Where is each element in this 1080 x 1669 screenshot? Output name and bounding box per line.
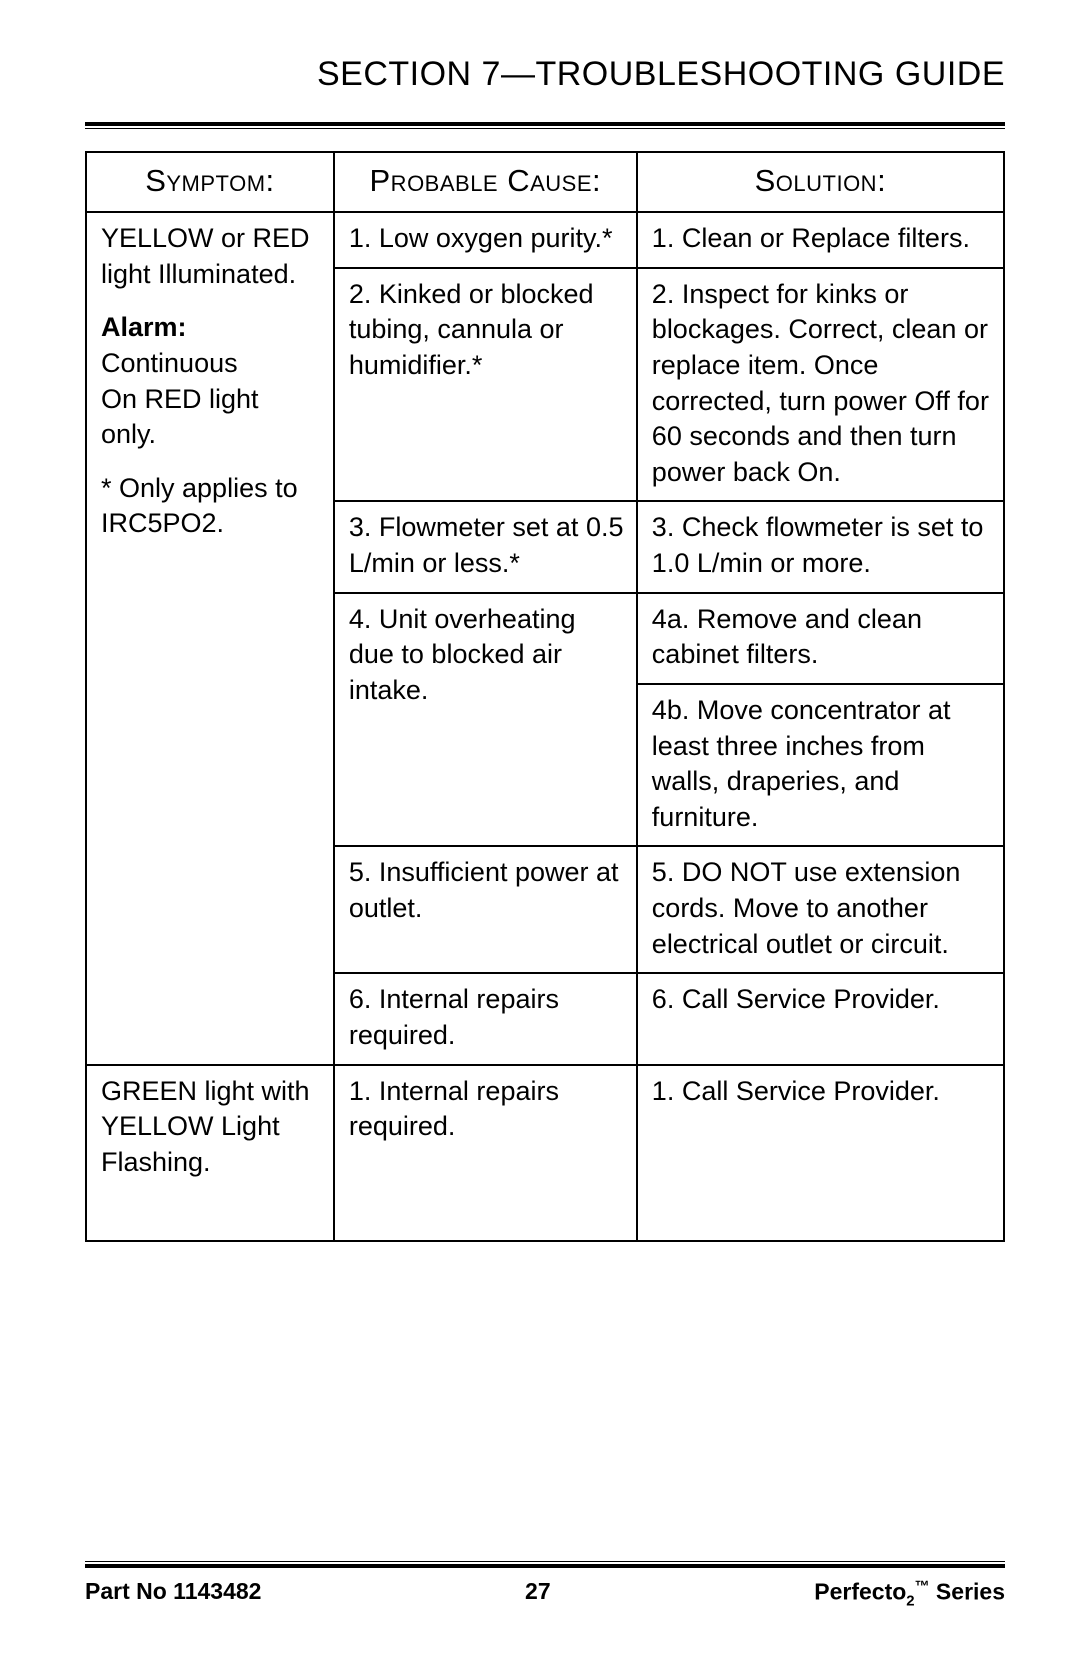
header-rule-thick: [85, 122, 1005, 126]
table-row: GREEN light with YELLOW Light Flashing. …: [86, 1065, 1004, 1242]
cell-cause: 6. Internal repairs required.: [334, 973, 637, 1064]
footer-rule-thin: [85, 1561, 1005, 1562]
alarm-text-2: On RED light only.: [101, 384, 259, 450]
cell-solution: 1. Clean or Replace filters.: [637, 212, 1004, 268]
cell-solution: 6. Call Service Provider.: [637, 973, 1004, 1064]
cell-cause: 5. Insufficient power at outlet.: [334, 846, 637, 973]
symptom-note: * Only applies to IRC5PO2.: [101, 471, 321, 542]
cell-cause: 1. Internal repairs required.: [334, 1065, 637, 1242]
cell-cause: 3. Flowmeter set at 0.5 L/min or less.*: [334, 501, 637, 592]
cell-solution: 4b. Move concentrator at least three inc…: [637, 684, 1004, 847]
cell-symptom-1: YELLOW or RED light Illuminated. Alarm: …: [86, 212, 334, 1065]
table-row: YELLOW or RED light Illuminated. Alarm: …: [86, 212, 1004, 268]
cell-cause: 2. Kinked or blocked tubing, cannula or …: [334, 268, 637, 502]
cell-solution: 2. Inspect for kinks or blockages. Corre…: [637, 268, 1004, 502]
alarm-label: Alarm:: [101, 312, 187, 342]
table-header-row: Symptom: Probable Cause: Solution:: [86, 152, 1004, 212]
page: SECTION 7—TROUBLESHOOTING GUIDE Symptom:…: [0, 0, 1080, 1669]
th-solution-text: Solution:: [755, 163, 887, 198]
th-cause-text: Probable Cause:: [370, 163, 602, 198]
th-symptom: Symptom:: [86, 152, 334, 212]
th-symptom-text: Symptom:: [145, 163, 274, 198]
footer-series-post: Series: [930, 1578, 1005, 1604]
footer-series: Perfecto2™ Series: [814, 1578, 1005, 1609]
cell-solution: 1. Call Service Provider.: [637, 1065, 1004, 1242]
symptom-alarm: Alarm: Continuous On RED light only.: [101, 310, 321, 453]
footer-part-no: Part No 1143482: [85, 1578, 261, 1605]
footer-series-sub: 2: [906, 1592, 914, 1609]
cell-cause: 1. Low oxygen purity.*: [334, 212, 637, 268]
cell-solution: 5. DO NOT use extension cords. Move to a…: [637, 846, 1004, 973]
cell-solution: 3. Check flowmeter is set to 1.0 L/min o…: [637, 501, 1004, 592]
cell-solution: 4a. Remove and clean cabinet filters.: [637, 593, 1004, 684]
footer-series-pre: Perfecto: [814, 1578, 906, 1604]
th-solution: Solution:: [637, 152, 1004, 212]
footer-series-tm: ™: [915, 1578, 930, 1595]
header-rule-thin: [85, 128, 1005, 129]
symptom-text: YELLOW or RED light Illuminated.: [101, 221, 321, 292]
page-footer: Part No 1143482 27 Perfecto2™ Series: [85, 1561, 1005, 1609]
section-title: SECTION 7—TROUBLESHOOTING GUIDE: [85, 55, 1005, 102]
cell-symptom-2: GREEN light with YELLOW Light Flashing.: [86, 1065, 334, 1242]
th-cause: Probable Cause:: [334, 152, 637, 212]
footer-page-number: 27: [261, 1578, 814, 1605]
alarm-text: Continuous: [101, 348, 238, 378]
troubleshooting-table: Symptom: Probable Cause: Solution: YELLO…: [85, 151, 1005, 1242]
footer-row: Part No 1143482 27 Perfecto2™ Series: [85, 1578, 1005, 1609]
footer-rule-thick: [85, 1564, 1005, 1568]
cell-cause: 4. Unit overheating due to blocked air i…: [334, 593, 637, 847]
